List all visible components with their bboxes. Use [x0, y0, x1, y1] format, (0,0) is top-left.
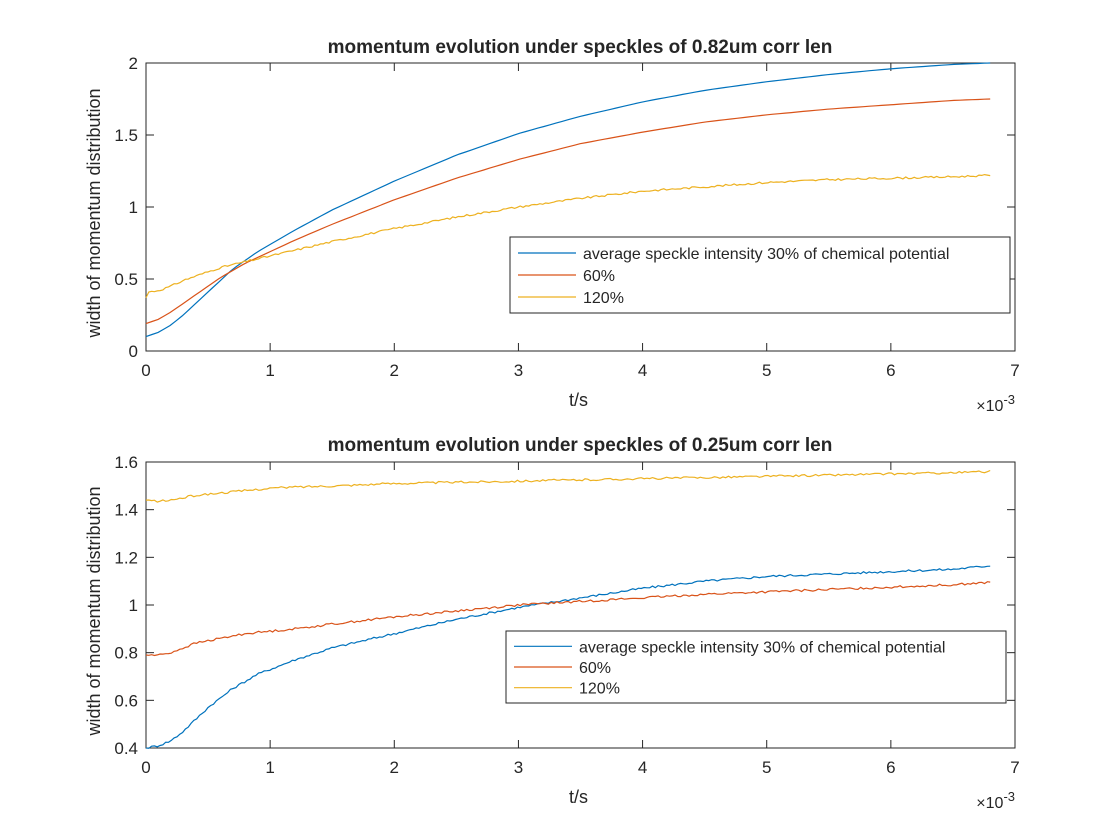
x-tick-label: 2 — [390, 361, 399, 380]
legend-entry: 60% — [579, 660, 611, 677]
legend-entry: 60% — [583, 268, 615, 285]
y-tick-label: 1.6 — [114, 453, 138, 472]
y-tick-label: 0 — [129, 342, 138, 361]
x-tick-label: 7 — [1010, 361, 1019, 380]
y-tick-label: 1.4 — [114, 501, 138, 520]
chart-title: momentum evolution under speckles of 0.2… — [328, 435, 833, 456]
y-tick-label: 0.5 — [114, 270, 138, 289]
x-tick-label: 2 — [390, 758, 399, 777]
x-tick-label: 1 — [265, 361, 274, 380]
x-tick-label: 6 — [886, 758, 895, 777]
y-axis-label: width of momentum distribution — [84, 88, 104, 338]
legend-entry: average speckle intensity 30% of chemica… — [579, 639, 945, 656]
chart-top: momentum evolution under speckles of 0.8… — [84, 37, 1020, 415]
y-tick-label: 1 — [129, 596, 138, 615]
legend-entry: average speckle intensity 30% of chemica… — [583, 246, 949, 263]
x-tick-label: 4 — [638, 361, 647, 380]
chart-title: momentum evolution under speckles of 0.8… — [328, 37, 833, 58]
x-tick-label: 0 — [141, 361, 150, 380]
legend-box — [505, 630, 1007, 704]
chart-bottom: momentum evolution under speckles of 0.2… — [84, 435, 1020, 812]
x-tick-label: 6 — [886, 361, 895, 380]
x-scale-exponent: ×10-3 — [976, 789, 1015, 812]
x-tick-label: 7 — [1010, 758, 1019, 777]
y-tick-label: 2 — [129, 54, 138, 73]
series-line-120pct — [145, 173, 991, 298]
y-tick-label: 1.2 — [114, 548, 138, 567]
x-tick-label: 5 — [762, 361, 771, 380]
legend-box — [509, 236, 1011, 314]
axes-box — [145, 461, 1016, 749]
x-tick-label: 5 — [762, 758, 771, 777]
x-scale-exponent: ×10-3 — [976, 392, 1015, 415]
y-tick-label: 1.5 — [114, 126, 138, 145]
series-line-30pct — [145, 565, 991, 749]
legend: average speckle intensity 30% of chemica… — [509, 236, 1011, 314]
legend-entry: 120% — [579, 681, 620, 698]
x-axis-label: t/s — [569, 390, 588, 410]
series-line-120pct — [145, 469, 991, 503]
x-axis-label: t/s — [569, 787, 588, 807]
x-tick-label: 3 — [514, 361, 523, 380]
x-tick-label: 4 — [638, 758, 647, 777]
legend: average speckle intensity 30% of chemica… — [505, 630, 1007, 704]
series-line-60pct — [145, 581, 991, 657]
y-tick-label: 0.4 — [114, 739, 138, 758]
series-line-60pct — [145, 98, 991, 325]
y-tick-label: 0.6 — [114, 691, 138, 710]
y-tick-label: 0.8 — [114, 644, 138, 663]
x-tick-label: 1 — [265, 758, 274, 777]
y-tick-label: 1 — [129, 198, 138, 217]
x-tick-label: 0 — [141, 758, 150, 777]
series-line-30pct — [145, 62, 991, 338]
y-axis-label: width of momentum distribution — [84, 486, 104, 736]
legend-entry: 120% — [583, 290, 624, 307]
x-tick-label: 3 — [514, 758, 523, 777]
